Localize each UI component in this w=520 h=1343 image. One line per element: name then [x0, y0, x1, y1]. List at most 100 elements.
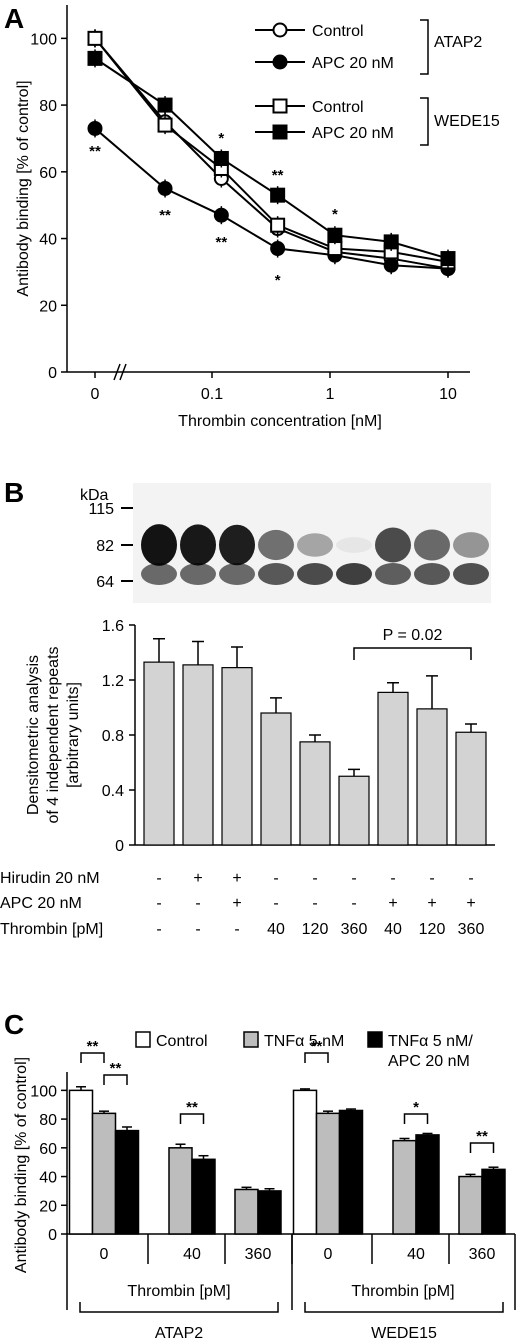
condition-cell: -	[390, 870, 395, 887]
group-bracket	[79, 1302, 279, 1313]
condition-cell: -	[156, 895, 161, 912]
group-sublabel: Thrombin [pM]	[351, 1283, 454, 1300]
condition-cell: +	[193, 870, 202, 887]
bar	[292, 1089, 318, 1235]
axis-break-mark	[119, 363, 127, 381]
blot-band-upper	[141, 524, 177, 566]
significance-marker: **	[159, 207, 171, 224]
blot-marker-label: 64	[96, 574, 114, 591]
blot-band-lower	[414, 563, 450, 585]
blot-band-upper	[258, 529, 294, 561]
legend-label: TNFα 5 nM/	[388, 1033, 473, 1050]
bar	[221, 667, 253, 846]
data-point-marker	[157, 117, 173, 133]
condition-cell: +	[466, 895, 475, 912]
category-label: 360	[245, 1246, 272, 1263]
category-label: 40	[183, 1246, 201, 1263]
p-value-annotation: P = 0.02	[383, 627, 443, 644]
y-tick-label: 0.8	[102, 728, 124, 745]
legend-group-label: ATAP2	[434, 34, 482, 51]
legend-swatch	[367, 1031, 383, 1048]
blot-band-upper	[219, 524, 255, 566]
bar	[455, 731, 487, 846]
series-atap2-control	[87, 29, 456, 278]
significance-marker: **	[89, 143, 101, 160]
y-tick-label: 20	[39, 1198, 57, 1215]
y-axis-label: Antibody binding [% of control]	[13, 1057, 30, 1273]
bar	[257, 1190, 282, 1235]
legend-label: TNFα 5 nM	[264, 1033, 344, 1050]
bar	[315, 1112, 341, 1235]
legend-label: APC 20 nM	[388, 1053, 470, 1070]
significance-marker: **	[272, 167, 284, 184]
x-tick-label: 1	[326, 386, 335, 403]
panel-a-line-chart: 0 20 40 60 80 100 0 0.1 1 10 Thrombin concentratio…	[15, 5, 500, 430]
y-tick-label: 0	[48, 365, 57, 382]
series-wede15-control	[87, 29, 456, 271]
legend-entry: APC 20 nM	[255, 124, 394, 142]
legend-entry: APC 20 nM	[255, 54, 394, 72]
significance-bracket	[353, 647, 472, 660]
condition-cell: 120	[302, 921, 329, 938]
y-tick-label: 40	[39, 1170, 57, 1187]
significance-marker: **	[476, 1128, 488, 1145]
y-tick-label: 20	[39, 298, 57, 315]
significance-marker: **	[215, 234, 227, 251]
bar	[299, 741, 331, 846]
group-label: ATAP2	[155, 1325, 203, 1342]
data-point-marker	[272, 54, 288, 70]
blot-marker-label: 82	[96, 538, 114, 555]
bar	[377, 691, 409, 846]
condition-cell: 360	[341, 921, 368, 938]
data-point-marker	[213, 207, 229, 223]
legend-bracket	[420, 97, 429, 146]
legend-group-label: WEDE15	[434, 113, 500, 130]
significance-marker: *	[275, 272, 281, 289]
category-label: 0	[100, 1246, 109, 1263]
data-point-marker	[383, 234, 399, 250]
y-tick-label: 40	[39, 232, 57, 249]
legend-entry: Control	[255, 22, 364, 40]
data-point-marker	[327, 227, 343, 243]
blot-marker-label: 115	[88, 501, 114, 518]
category-label: 0	[324, 1246, 333, 1263]
legend-label: Control	[156, 1033, 208, 1050]
significance-bracket	[179, 1113, 205, 1124]
blot-band-upper	[414, 529, 450, 561]
legend-label: APC 20 nM	[312, 55, 394, 72]
data-point-marker	[87, 120, 103, 136]
bar	[481, 1168, 506, 1235]
panel-b-western-blot: kDa 115 82 64	[80, 483, 491, 603]
condition-cell: -	[195, 895, 200, 912]
condition-cell: 40	[384, 921, 402, 938]
blot-band-lower	[219, 563, 255, 585]
condition-cell: -	[312, 895, 317, 912]
significance-marker: **	[186, 1099, 198, 1116]
blot-band-upper	[297, 533, 333, 557]
condition-cell: -	[351, 895, 356, 912]
bar	[416, 708, 448, 846]
condition-cell: -	[273, 870, 278, 887]
bar	[338, 1109, 364, 1235]
group-label: WEDE15	[371, 1325, 437, 1342]
panel-letter-b: B	[4, 477, 24, 508]
panel-b-bar-chart: 0 0.4 0.8 1.2 1.6 Densitometric analysis of 4 …	[0, 618, 495, 938]
bar	[260, 712, 292, 846]
condition-row-label: APC 20 nM	[0, 895, 82, 912]
condition-cell: 120	[419, 921, 446, 938]
axis-break-mark	[113, 363, 121, 381]
blot-band-lower	[141, 563, 177, 585]
significance-marker: **	[87, 1038, 99, 1055]
legend-swatch	[135, 1031, 151, 1048]
data-point-marker	[213, 150, 229, 166]
y-tick-label: 100	[30, 31, 57, 48]
series-wede15-apc-20-nm	[87, 49, 456, 268]
category-label: 40	[407, 1246, 425, 1263]
condition-cell: 40	[267, 921, 285, 938]
legend-swatch	[243, 1031, 259, 1048]
x-tick-label: 0	[91, 386, 100, 403]
condition-cell: 360	[458, 921, 485, 938]
blot-band-lower	[297, 563, 333, 585]
legend-label: Control	[312, 23, 364, 40]
